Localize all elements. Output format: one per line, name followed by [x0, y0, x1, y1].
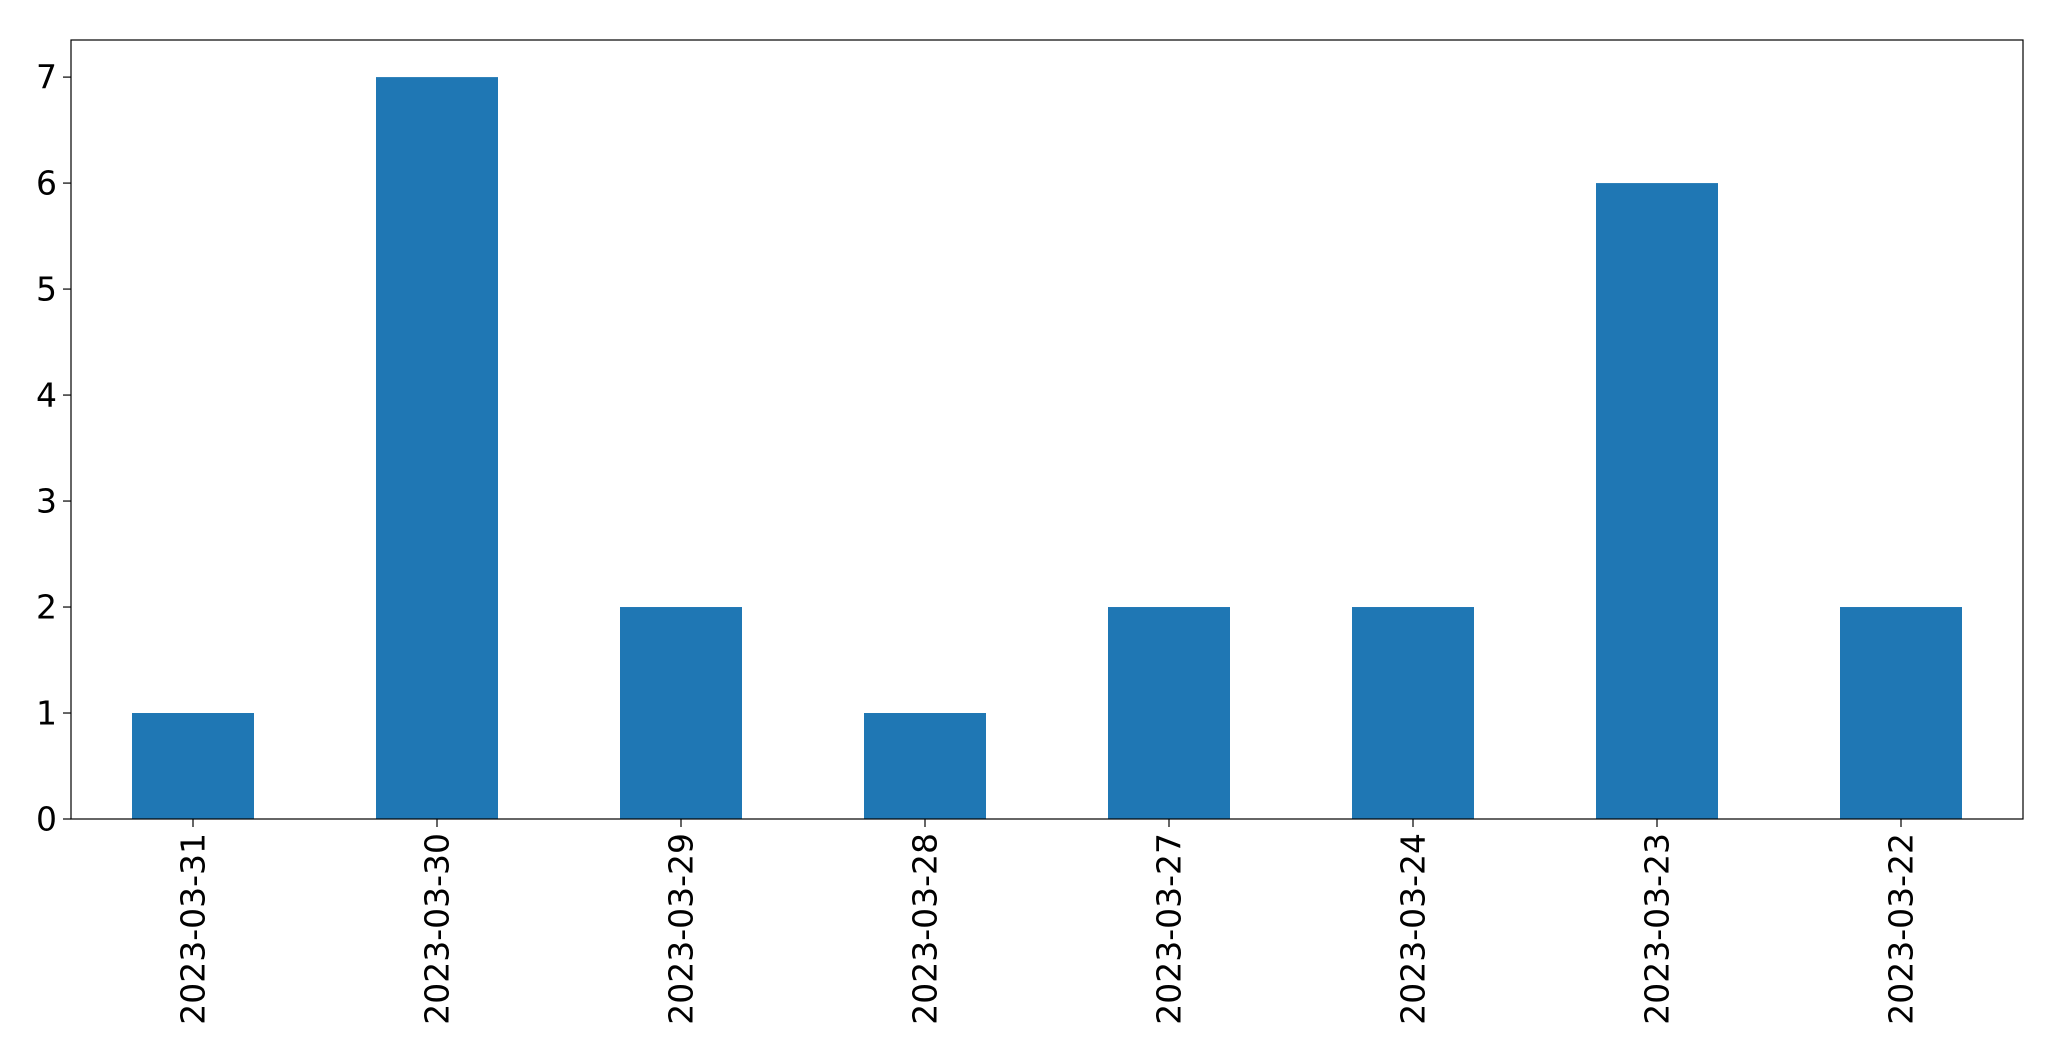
y-axis: 0 1 2 3 4 5 6 7 [36, 58, 71, 839]
bar-2023-03-30 [376, 77, 498, 820]
x-tick-label: 2023-03-24 [1394, 833, 1433, 1025]
plot-frame [70, 39, 2024, 820]
x-tick-label: 2023-03-29 [662, 833, 701, 1025]
x-tick-label: 2023-03-30 [418, 833, 457, 1025]
bar-2023-03-22 [1840, 607, 1962, 819]
bar-2023-03-28 [864, 713, 986, 819]
bar-2023-03-23 [1596, 183, 1718, 819]
bar-2023-03-29 [620, 607, 742, 819]
y-tick-label: 6 [36, 164, 57, 203]
x-tick-label: 2023-03-27 [1150, 833, 1189, 1025]
x-axis: 2023-03-31 2023-03-30 2023-03-29 2023-03-28… [174, 819, 1921, 1025]
y-tick-label: 1 [36, 694, 57, 733]
y-tick-label: 2 [36, 588, 57, 627]
x-tick-label: 2023-03-23 [1638, 833, 1677, 1025]
y-tick-label: 0 [36, 800, 57, 839]
y-tick-label: 7 [36, 58, 57, 97]
y-tick-label: 5 [36, 270, 57, 309]
x-tick-label: 2023-03-28 [906, 833, 945, 1025]
bar-2023-03-31 [132, 713, 254, 819]
y-tick-label: 4 [36, 376, 57, 415]
x-tick-label: 2023-03-31 [174, 833, 213, 1025]
y-tick-label: 3 [36, 482, 57, 521]
bars-group [132, 77, 1962, 820]
bar-2023-03-24 [1352, 607, 1474, 819]
x-tick-label: 2023-03-22 [1882, 833, 1921, 1025]
bar-2023-03-27 [1108, 607, 1230, 819]
